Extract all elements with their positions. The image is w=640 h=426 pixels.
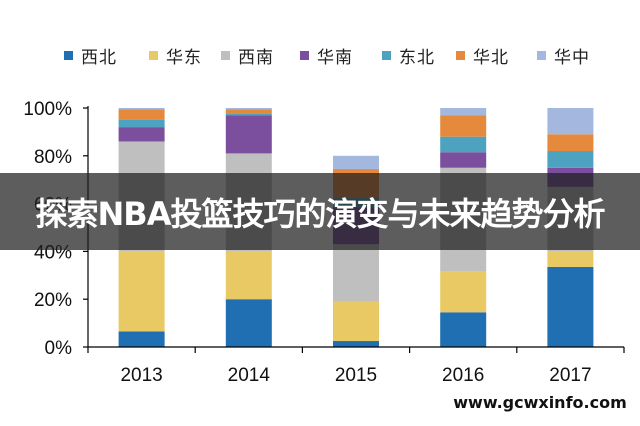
- bar-segment-2013-5: [118, 109, 165, 120]
- x-tick-label: 2014: [228, 365, 271, 386]
- bar-segment-2015-0: [333, 341, 379, 347]
- legend-swatch: [300, 50, 309, 60]
- banner-title: 探索NBA投篮技巧的演变与未来趋势分析: [35, 194, 606, 233]
- legend-item: 华北: [456, 40, 509, 70]
- bar-segment-2013-4: [118, 119, 165, 128]
- legend-swatch: [149, 50, 158, 60]
- legend-item: 西南: [221, 40, 274, 70]
- bar-segment-2016-6: [440, 108, 487, 116]
- x-tick-label: 2016: [442, 365, 484, 386]
- legend-item: 华东: [149, 40, 202, 70]
- bar-segment-2014-5: [225, 109, 272, 114]
- legend-swatch: [382, 50, 391, 60]
- bar-segment-2013-0: [118, 331, 165, 347]
- bar-segment-2016-5: [440, 115, 487, 137]
- x-tick-label: 2013: [120, 365, 162, 386]
- watermark: www.gcwxinfo.com: [446, 387, 634, 417]
- bar-segment-2017-0: [547, 266, 594, 347]
- legend-label: 华中: [554, 47, 590, 68]
- legend-item: 华中: [537, 40, 590, 70]
- x-tick-label: 2017: [549, 365, 591, 386]
- bar-segment-2016-4: [440, 136, 487, 153]
- bar-segment-2017-1: [547, 251, 594, 267]
- bar-segment-2016-0: [440, 312, 487, 347]
- watermark-text: www.gcwxinfo.com: [453, 392, 627, 412]
- bar-segment-2014-0: [225, 299, 272, 347]
- bar-segment-2017-4: [547, 151, 594, 168]
- bar-segment-2015-1: [333, 301, 379, 342]
- legend-item: 华南: [300, 40, 353, 70]
- legend-item: 西北: [64, 40, 117, 70]
- legend-label: 华南: [317, 47, 353, 68]
- legend-label: 华东: [166, 47, 202, 68]
- legend: 西北 华东 西南 华南 东北 华北 华中: [0, 40, 640, 70]
- bar-segment-2015-6: [333, 155, 379, 169]
- legend-label: 华北: [473, 47, 509, 68]
- legend-label: 西南: [238, 47, 274, 68]
- bar-segment-2014-1: [225, 251, 272, 300]
- y-tick-label: 0%: [45, 338, 73, 359]
- legend-swatch: [64, 50, 73, 60]
- bar-segment-2016-1: [440, 271, 487, 313]
- bar-segment-2013-1: [118, 251, 165, 332]
- title-banner: 探索NBA投篮技巧的演变与未来趋势分析: [0, 173, 640, 250]
- y-tick-label: 20%: [34, 290, 72, 311]
- y-tick-label: 80%: [34, 147, 72, 168]
- legend-swatch: [537, 50, 546, 60]
- legend-label: 东北: [399, 47, 435, 68]
- bar-segment-2015-2: [333, 244, 379, 302]
- legend-swatch: [456, 50, 465, 60]
- y-tick-label: 100%: [23, 99, 72, 120]
- bar-segment-2017-5: [547, 134, 594, 152]
- legend-swatch: [221, 50, 230, 60]
- bar-segment-2016-3: [440, 152, 487, 168]
- legend-item: 东北: [382, 40, 435, 70]
- bar-segment-2014-3: [225, 115, 272, 154]
- x-tick-label: 2015: [335, 365, 377, 386]
- bar-segment-2013-6: [118, 108, 165, 110]
- bar-segment-2013-3: [118, 127, 165, 142]
- bar-segment-2017-6: [547, 108, 594, 135]
- bar-segment-2014-6: [225, 108, 272, 110]
- bar-segment-2014-4: [225, 113, 272, 116]
- legend-label: 西北: [81, 47, 117, 68]
